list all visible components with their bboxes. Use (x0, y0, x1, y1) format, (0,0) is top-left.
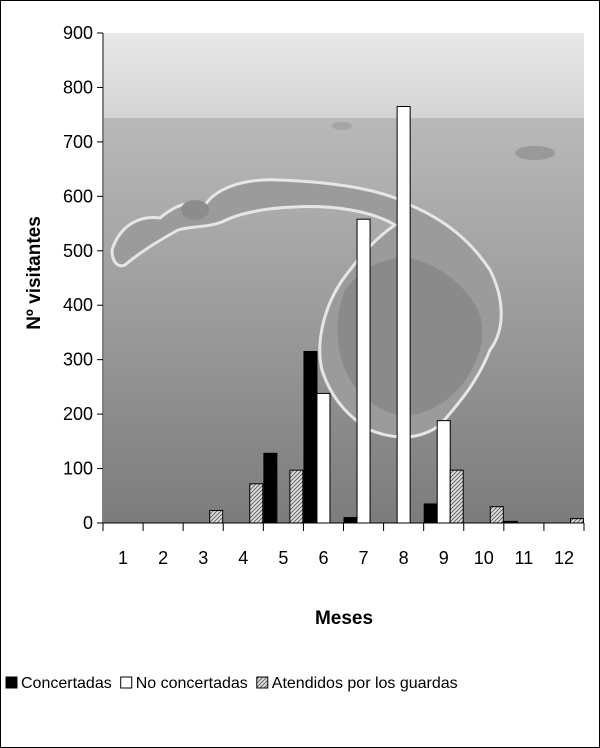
y-tick-label: 0 (83, 513, 93, 533)
y-tick-label: 500 (63, 241, 93, 261)
legend-label: No concertadas (136, 675, 248, 692)
x-tick-label: 7 (359, 548, 369, 568)
x-axis-title: Meses (315, 608, 373, 629)
x-tick-label: 11 (515, 548, 534, 568)
y-tick-label: 100 (63, 459, 93, 479)
bar-concertadas-5 (263, 452, 278, 524)
bar-concertadas-11 (503, 520, 518, 524)
y-tick-label: 400 (63, 295, 93, 315)
legend: Concertadas No concertadas Atendidos por l… (5, 675, 458, 692)
y-axis-ticks: 0 100 200 300 400 500 600 700 800 900 (63, 23, 103, 533)
x-tick-label: 6 (318, 548, 328, 568)
background-photo (104, 33, 584, 523)
y-axis-title: Nº visitantes (24, 216, 45, 330)
y-tick-label: 600 (63, 186, 93, 206)
bar-concertadas-6 (303, 351, 318, 524)
x-tick-label: 12 (554, 548, 574, 568)
bar-atendidos-por-los-guardas-9 (449, 469, 464, 524)
y-tick-label: 200 (63, 404, 93, 424)
bar-concertadas-7 (343, 517, 358, 524)
x-tick-label: 8 (399, 548, 409, 568)
x-axis-ticks: 1 2 3 4 5 6 7 8 9 10 11 12 (102, 523, 585, 568)
x-tick-label: 4 (238, 548, 248, 568)
x-tick-label: 10 (474, 548, 494, 568)
legend-swatch (120, 676, 133, 689)
bar-concertadas-9 (423, 503, 438, 524)
bar-no-concertadas-7 (356, 218, 371, 524)
x-tick-label: 1 (118, 548, 128, 568)
bar-atendidos-por-los-guardas-12 (569, 518, 584, 524)
bar-no-concertadas-6 (316, 392, 331, 524)
bar-atendidos-por-los-guardas-10 (489, 506, 504, 524)
bar-atendidos-por-los-guardas-3 (209, 509, 224, 524)
legend-label: Concertadas (21, 675, 112, 692)
photo-islet-left (181, 200, 209, 220)
x-tick-label: 9 (439, 548, 449, 568)
y-tick-label: 900 (63, 23, 93, 43)
legend-swatch (256, 676, 269, 689)
photo-islet-far (515, 146, 555, 160)
y-tick-label: 800 (63, 77, 93, 97)
y-tick-label: 700 (63, 132, 93, 152)
photo-sky (104, 33, 584, 133)
bar-no-concertadas-8 (396, 106, 411, 524)
x-tick-label: 5 (278, 548, 288, 568)
bar-no-concertadas-9 (436, 420, 451, 524)
bars (209, 106, 584, 524)
legend-label: Atendidos por los guardas (272, 675, 458, 692)
photo-islet-distant (332, 122, 352, 130)
bar-atendidos-por-los-guardas-4 (249, 483, 264, 524)
x-tick-label: 2 (158, 548, 168, 568)
legend-swatch (5, 676, 18, 689)
x-tick-label: 3 (198, 548, 208, 568)
y-tick-label: 300 (63, 350, 93, 370)
bar-atendidos-por-los-guardas-5 (289, 469, 304, 524)
